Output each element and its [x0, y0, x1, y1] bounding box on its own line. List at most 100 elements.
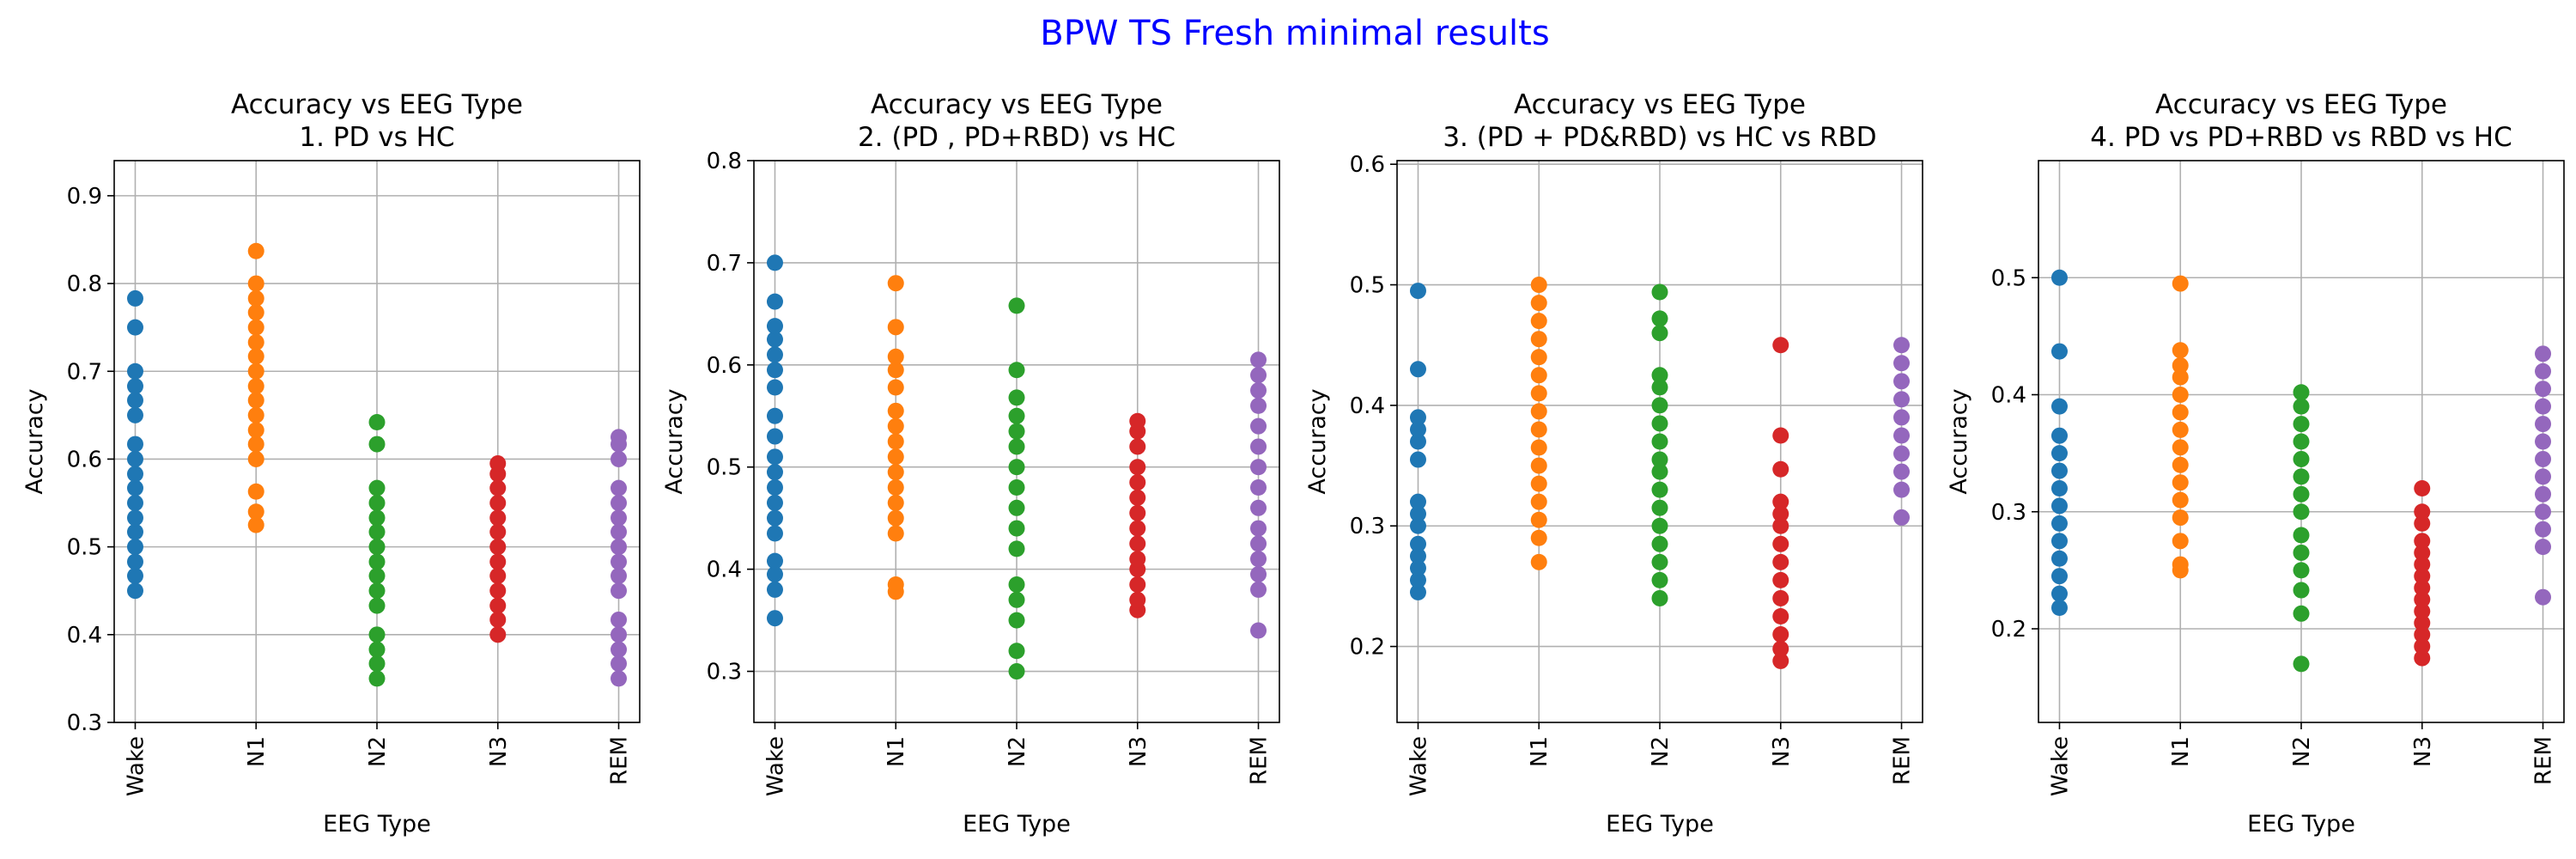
- data-point-n2: [2293, 562, 2310, 579]
- x-tick-label: N2: [1648, 736, 1674, 767]
- x-tick-label: N1: [884, 736, 909, 767]
- data-point-rem: [611, 582, 628, 600]
- data-point-n1: [2172, 491, 2189, 509]
- data-point-rem: [611, 539, 628, 556]
- x-tick-label: N3: [486, 736, 512, 767]
- x-tick-label: Wake: [2047, 736, 2073, 796]
- data-point-wake: [1409, 505, 1426, 522]
- data-point-n3: [2414, 544, 2431, 561]
- data-point-rem: [611, 611, 628, 628]
- data-point-n2: [1651, 397, 1668, 414]
- data-point-n1: [2172, 474, 2189, 491]
- y-tick-label: 0.8: [707, 149, 742, 174]
- x-tick-label: N1: [1527, 736, 1552, 767]
- data-point-n3: [489, 553, 507, 570]
- data-point-n3: [1129, 504, 1146, 521]
- data-point-n1: [887, 479, 904, 497]
- x-axis-label: EEG Type: [323, 811, 431, 838]
- panel-title: Accuracy vs EEG Type 1. PD vs HC: [231, 89, 523, 153]
- data-point-n1: [247, 406, 264, 423]
- panel-1: Accuracy vs EEG Type 1. PD vs HC 0.3 0.4 0.5…: [21, 89, 641, 838]
- data-point-rem: [611, 567, 628, 584]
- data-point-n1: [247, 503, 264, 521]
- data-point-rem: [611, 670, 628, 687]
- data-point-n2: [1651, 553, 1668, 570]
- data-point-rem: [1250, 566, 1267, 583]
- x-tick-label: N2: [1005, 736, 1030, 767]
- x-tick-label: N1: [2168, 736, 2194, 767]
- data-point-n3: [489, 539, 507, 556]
- data-point-n2: [1651, 367, 1668, 384]
- data-point-n2: [1651, 535, 1668, 552]
- data-point-n3: [2414, 515, 2431, 532]
- data-point-n2: [1008, 540, 1025, 557]
- data-point-n1: [2172, 404, 2189, 421]
- data-point-wake: [766, 318, 783, 335]
- y-tick-label: 0.6: [707, 353, 742, 379]
- data-point-rem: [2535, 433, 2552, 450]
- data-point-n1: [1530, 385, 1547, 402]
- data-point-rem: [611, 553, 628, 570]
- data-point-n2: [2293, 468, 2310, 485]
- data-point-wake: [2050, 398, 2068, 415]
- data-point-rem: [1893, 391, 1911, 408]
- x-axis-label: EEG Type: [963, 811, 1071, 838]
- data-point-rem: [1893, 481, 1911, 498]
- data-point-wake: [2050, 462, 2068, 479]
- data-point-wake: [766, 581, 783, 598]
- data-point-n2: [2293, 433, 2310, 450]
- data-point-wake: [1409, 535, 1426, 552]
- data-point-n1: [887, 348, 904, 365]
- data-point-n2: [368, 582, 386, 600]
- data-point-wake: [766, 428, 783, 445]
- data-point-wake: [1409, 547, 1426, 564]
- panel-title: Accuracy vs EEG Type 2. (PD , PD+RBD) vs …: [858, 89, 1176, 153]
- data-point-n1: [1530, 331, 1547, 348]
- data-point-wake: [1409, 493, 1426, 510]
- data-point-rem: [1250, 520, 1267, 537]
- data-point-n2: [1651, 499, 1668, 516]
- data-point-rem: [2535, 381, 2552, 398]
- data-point-n2: [2293, 527, 2310, 544]
- data-point-rem: [611, 655, 628, 673]
- data-point-n2: [1008, 479, 1025, 497]
- data-point-wake: [766, 552, 783, 570]
- data-point-wake: [2050, 550, 2068, 567]
- x-tick-label: N1: [244, 736, 270, 767]
- data-point-rem: [1893, 409, 1911, 426]
- data-point-n1: [2172, 421, 2189, 438]
- data-point-n1: [247, 275, 264, 292]
- data-point-wake: [766, 525, 783, 542]
- data-point-wake: [2050, 585, 2068, 602]
- data-point-n1: [887, 362, 904, 379]
- data-point-n3: [2414, 503, 2431, 521]
- data-point-n1: [1530, 277, 1547, 294]
- x-tick-label: Wake: [762, 736, 788, 796]
- data-point-n3: [1772, 337, 1789, 354]
- x-tick-label: Wake: [123, 736, 149, 796]
- data-point-n1: [1530, 349, 1547, 366]
- data-point-n3: [489, 582, 507, 600]
- data-point-rem: [611, 495, 628, 512]
- data-point-n1: [1530, 493, 1547, 510]
- y-tick-label: 0.8: [67, 271, 102, 297]
- data-point-rem: [611, 626, 628, 643]
- data-point-n2: [1651, 481, 1668, 498]
- data-point-n2: [368, 495, 386, 512]
- data-point-n1: [247, 304, 264, 321]
- data-point-rem: [2535, 468, 2552, 485]
- data-point-wake: [766, 509, 783, 527]
- x-tick-label: Wake: [1406, 736, 1431, 796]
- data-point-wake: [1409, 433, 1426, 450]
- y-tick-label: 0.6: [67, 447, 102, 472]
- data-point-n1: [2172, 533, 2189, 550]
- data-point-wake: [766, 479, 783, 497]
- data-point-n3: [1129, 551, 1146, 568]
- x-tick-label: N3: [1126, 736, 1151, 767]
- data-point-n2: [1651, 589, 1668, 606]
- data-point-n1: [2172, 556, 2189, 573]
- data-point-n1: [1530, 529, 1547, 546]
- axes-frame: [113, 160, 641, 723]
- data-point-n3: [1129, 489, 1146, 506]
- figure-title: BPW TS Fresh minimal results: [1040, 14, 1549, 53]
